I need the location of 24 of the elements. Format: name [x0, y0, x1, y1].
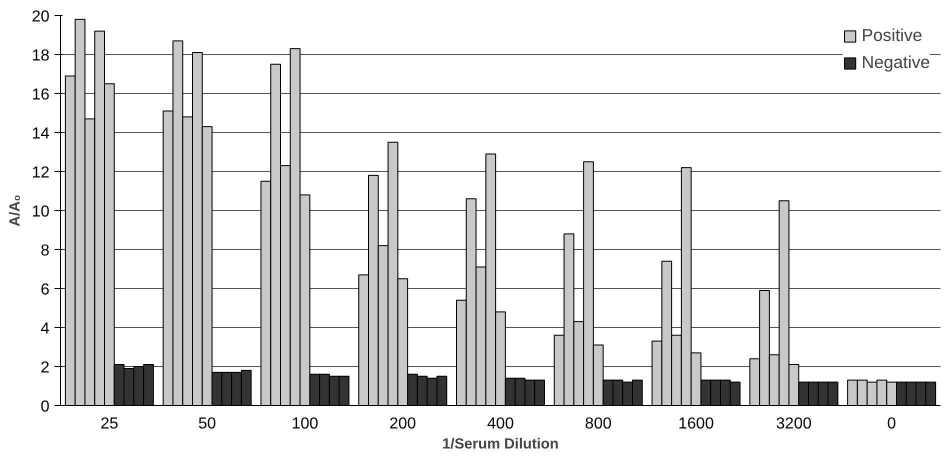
y-tick-label: 8 [40, 242, 50, 260]
y-tick-label: 10 [32, 204, 50, 220]
legend-label: Positive [862, 25, 922, 46]
legend-label: Negative [862, 52, 930, 73]
y-tick-label: 2 [40, 360, 50, 376]
x-tick-label: 0 [887, 416, 896, 432]
x-tick-label: 1600 [678, 416, 714, 432]
y-tick-label: 18 [32, 48, 50, 64]
y-tick-label: 6 [40, 282, 50, 298]
y-tick-label: 4 [40, 320, 50, 338]
x-tick-label: 25 [100, 416, 118, 432]
x-tick-label: 50 [198, 416, 216, 432]
x-axis-title: 1/Serum Dilution [442, 436, 559, 452]
y-tick-label: 16 [32, 86, 50, 104]
y-axis-title: A/A₀ [8, 194, 24, 226]
x-tick-label: 3200 [776, 416, 812, 432]
y-tick-label: 14 [32, 126, 50, 142]
x-tick-label: 200 [389, 416, 416, 432]
y-tick-label: 12 [32, 164, 50, 182]
x-tick-label: 100 [292, 416, 318, 432]
y-tick-label: 20 [32, 8, 50, 26]
y-tick-label: 0 [40, 398, 50, 416]
x-tick-label: 800 [584, 416, 612, 432]
x-tick-label: 400 [487, 416, 514, 432]
